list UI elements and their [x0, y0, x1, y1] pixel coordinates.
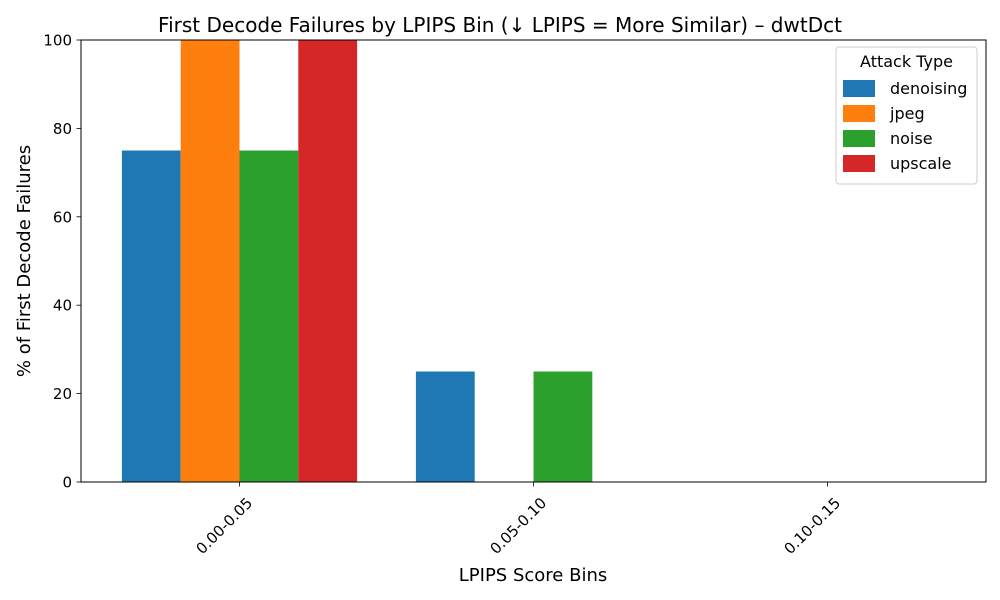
legend-swatch-noise: [843, 130, 875, 147]
x-axis-label: LPIPS Score Bins: [459, 565, 607, 586]
legend-entries: denoising jpeg noise upscale: [843, 79, 967, 173]
bar-upscale-0.00-0.05: [298, 40, 358, 482]
legend-title: Attack Type: [860, 52, 953, 71]
bar-noise-0.00-0.05: [239, 150, 299, 482]
bars-layer: [121, 40, 593, 482]
legend-label-jpeg: jpeg: [889, 104, 925, 123]
y-tick-label: 80: [53, 120, 72, 138]
legend-label-denoising: denoising: [890, 79, 967, 98]
bar-jpeg-0.00-0.05: [180, 40, 240, 482]
x-tick-label: 0.10-0.15: [780, 494, 844, 558]
x-tick-label: 0.00-0.05: [192, 494, 256, 558]
bar-denoising-0.05-0.10: [415, 371, 475, 482]
bar-denoising-0.00-0.05: [121, 150, 181, 482]
y-tick-label: 60: [53, 208, 72, 226]
y-tick-label: 20: [53, 385, 72, 403]
bar-noise-0.05-0.10: [533, 371, 593, 482]
legend-swatch-jpeg: [843, 105, 875, 122]
y-tick-label: 0: [62, 474, 72, 492]
legend-swatch-denoising: [843, 80, 875, 97]
x-tick-label: 0.05-0.10: [486, 494, 550, 558]
legend-label-upscale: upscale: [890, 154, 952, 173]
y-axis-label: % of First Decode Failures: [14, 145, 35, 377]
y-tick-label: 40: [53, 297, 72, 315]
chart-title: First Decode Failures by LPIPS Bin (↓ LP…: [158, 13, 842, 37]
legend: Attack Type denoising jpeg noise upscale: [835, 46, 978, 185]
legend-swatch-upscale: [843, 155, 875, 172]
legend-label-noise: noise: [890, 129, 933, 148]
y-tick-label: 100: [43, 32, 72, 50]
